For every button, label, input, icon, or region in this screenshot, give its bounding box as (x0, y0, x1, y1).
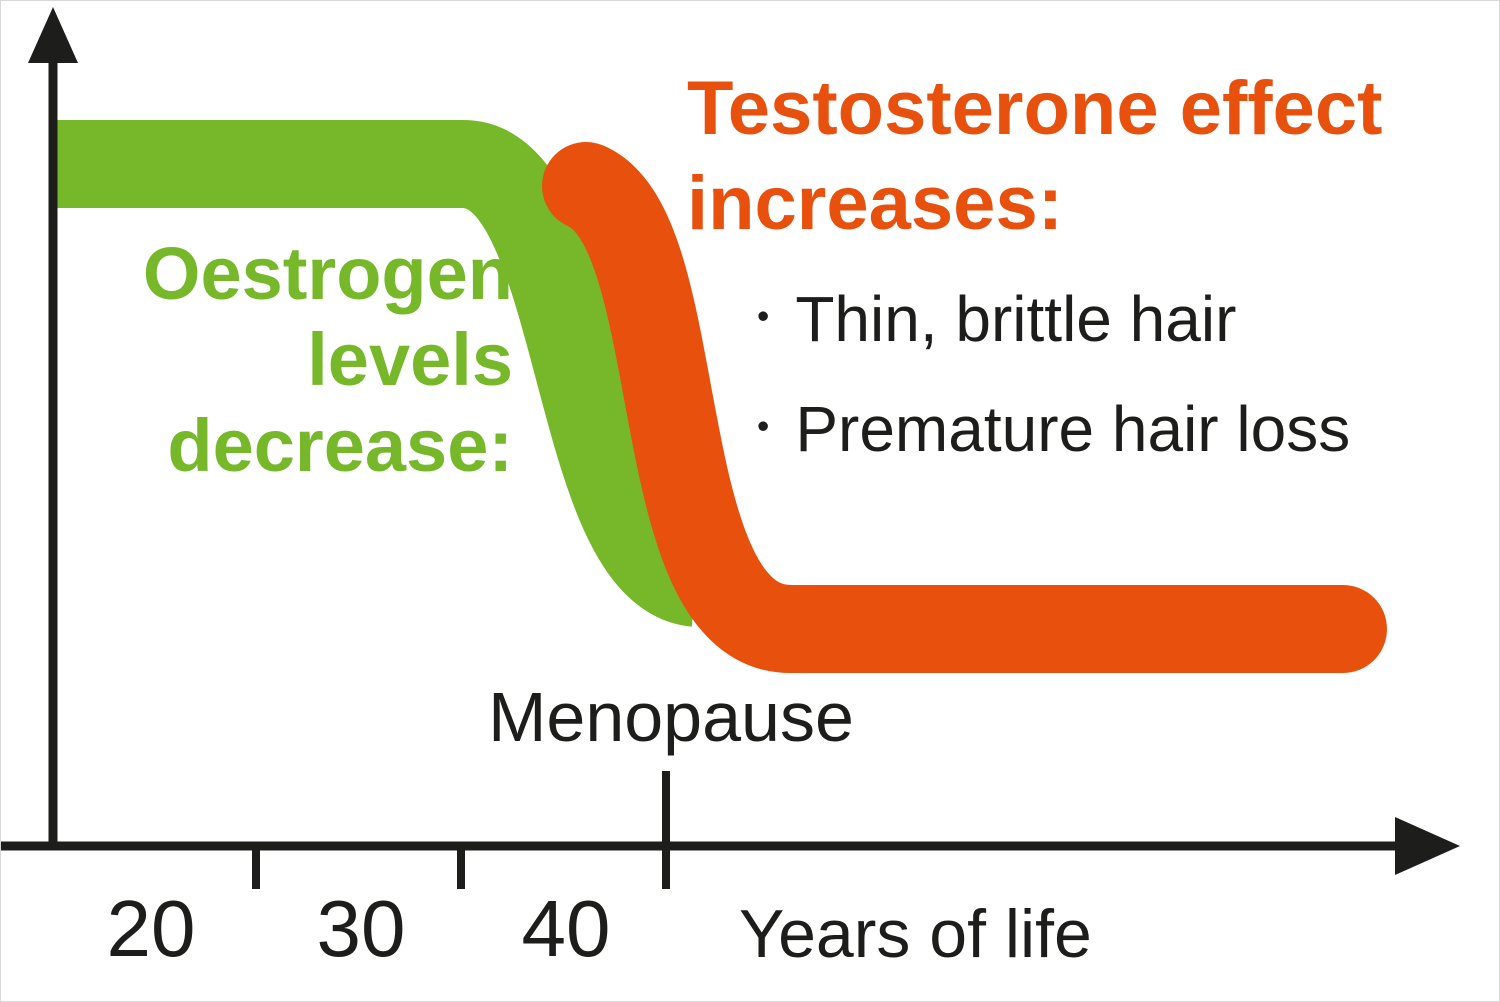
menopause-label: Menopause (488, 678, 854, 756)
testosterone-series-label: Testosterone effect increases: (687, 61, 1382, 251)
y-axis-arrowhead (28, 7, 78, 63)
testosterone-label-line-2: increases: (687, 161, 1064, 246)
oestrogen-label-line-1: Oestrogen (142, 232, 513, 315)
x-axis-arrowhead (1395, 817, 1460, 875)
effect-item-1: • Thin, brittle hair (757, 287, 1350, 351)
oestrogen-curve (56, 120, 706, 627)
testosterone-curve (542, 142, 1387, 673)
x-tick-label-20: 20 (106, 884, 196, 973)
oestrogen-series-label: Oestrogen levels decrease: (143, 231, 513, 489)
testosterone-label-line-1: Testosterone effect (687, 66, 1383, 151)
x-tick-label-40: 40 (521, 884, 611, 973)
x-tick-label-30: 30 (316, 884, 406, 973)
bullet-icon: • (757, 297, 770, 336)
effect-item-2: • Premature hair loss (757, 397, 1350, 461)
effects-list: • Thin, brittle hair • Premature hair lo… (757, 287, 1350, 507)
bullet-icon: • (757, 407, 770, 446)
oestrogen-label-line-2: levels (307, 318, 513, 401)
effect-item-1-text: Thin, brittle hair (795, 283, 1237, 355)
oestrogen-label-line-3: decrease: (167, 404, 513, 487)
effect-item-2-text: Premature hair loss (795, 393, 1351, 465)
x-axis-title: Years of life (739, 896, 1092, 972)
